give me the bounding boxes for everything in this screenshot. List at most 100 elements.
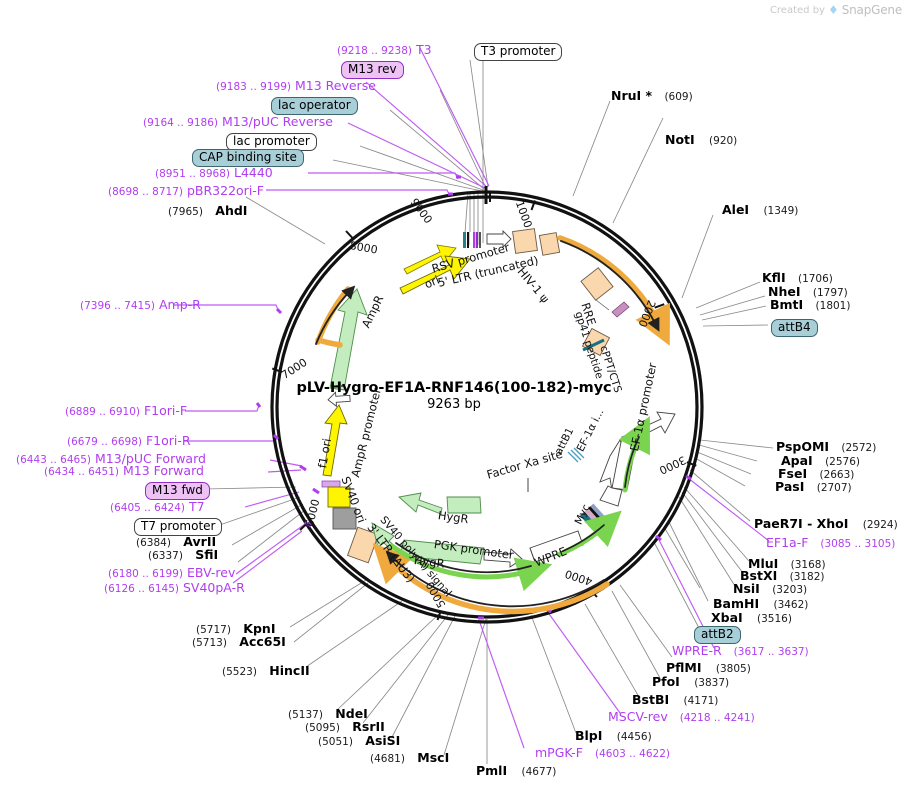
primer-label-m13-puc-forward[interactable]: (6443 .. 6465) M13/pUC Forward	[16, 451, 206, 466]
primer-label-mpgk-f[interactable]: mPGK-F (4603 .. 4622)	[535, 746, 670, 760]
feature-attB1	[567, 447, 585, 463]
enzyme-label-paer7i-xhoi[interactable]: PaeR7I - XhoI (2924)	[754, 516, 898, 531]
enzyme-label-pspomi[interactable]: PspOMI (2572)	[776, 440, 877, 454]
enzyme-label-fsei[interactable]: FseI (2663)	[778, 467, 855, 481]
enzyme-name-bmti: BmtI	[770, 297, 804, 312]
enzyme-label-bamhi[interactable]: BamHI (3462)	[713, 596, 808, 611]
enzyme-name-acc65i: Acc65I	[239, 634, 286, 649]
boxed-label-lac-operator[interactable]: lac operator	[271, 97, 358, 116]
enzyme-label-pasi[interactable]: PasI (2707)	[775, 480, 852, 494]
enzyme-label-bmti[interactable]: BmtI (1801)	[770, 297, 851, 312]
feature-sv40-cluster	[321, 480, 380, 564]
boxed-label-t7-promoter[interactable]: T7 promoter	[134, 518, 223, 537]
primer-label-f1ori-f[interactable]: (6889 .. 6910) F1ori-F	[65, 404, 187, 418]
enzyme-name-nrui: NruI *	[611, 88, 653, 103]
enzyme-label-ndei[interactable]: (5137) NdeI	[288, 707, 368, 721]
snapgene-drop-icon: ♦	[827, 3, 839, 17]
enzyme-label-ahdi[interactable]: (7965) AhdI	[168, 204, 247, 218]
enzyme-label-noti[interactable]: NotI (920)	[665, 133, 738, 147]
primer-name-m13-reverse: M13 Reverse	[294, 78, 376, 93]
enzyme-label-kfli[interactable]: KflI (1706)	[762, 271, 833, 285]
primer-label-m13-reverse[interactable]: (9183 .. 9199) M13 Reverse	[216, 78, 376, 93]
enzyme-label-pflmi[interactable]: PflMI (3805)	[666, 660, 751, 675]
primer-name-m13-puc-forward: M13/pUC Forward	[94, 451, 206, 466]
primer-label-pbr322ori-f[interactable]: (8698 .. 8717) pBR322ori-F	[108, 184, 264, 198]
primer-label-f1ori-r[interactable]: (6679 .. 6698) F1ori-R	[67, 434, 191, 448]
boxed-label-t3-promoter[interactable]: T3 promoter	[474, 43, 563, 62]
enzyme-label-msci[interactable]: (4681) MscI	[370, 751, 449, 765]
enzyme-label-nrui[interactable]: NruI * (609)	[611, 88, 693, 103]
primer-range-l4440: (8951 .. 8968)	[155, 168, 230, 180]
primer-name-m13-puc-reverse: M13/pUC Reverse	[221, 114, 333, 129]
primer-label-wpre-r[interactable]: WPRE-R (3617 .. 3637)	[672, 644, 809, 658]
enzyme-name-pflmi: PflMI	[666, 660, 702, 675]
enzyme-label-pfoi[interactable]: PfoI (3837)	[652, 675, 729, 689]
enzyme-label-bstxi[interactable]: BstXI (3182)	[740, 569, 825, 583]
enzyme-label-bstbi[interactable]: BstBI (4171)	[632, 693, 719, 707]
enzyme-label-nsii[interactable]: NsiI (3203)	[733, 582, 807, 596]
enzyme-name-mlui: MluI	[748, 556, 779, 571]
watermark-brand: SnapGene	[841, 3, 902, 17]
boxed-label-attb2[interactable]: attB2	[694, 626, 741, 645]
primer-label-t3[interactable]: (9218 .. 9238) T3	[337, 43, 432, 57]
enzyme-pos-pspomi: (2572)	[841, 442, 877, 454]
primer-label-amp-r[interactable]: (7396 .. 7415) Amp-R	[80, 298, 201, 312]
primer-label-m13-puc-reverse[interactable]: (9164 .. 9186) M13/pUC Reverse	[143, 114, 333, 129]
primer-range-t3: (9218 .. 9238)	[337, 45, 412, 57]
feature-ori	[399, 244, 471, 295]
enzyme-label-kpni[interactable]: (5717) KpnI	[196, 622, 275, 636]
primer-label-l4440[interactable]: (8951 .. 8968) L4440	[155, 165, 273, 180]
enzyme-label-blpi[interactable]: BlpI (4456)	[575, 729, 652, 743]
enzyme-pos-blpi: (4456)	[616, 731, 652, 743]
boxed-label-lac-promoter[interactable]: lac promoter	[226, 133, 317, 152]
primer-name-t7: T7	[188, 499, 205, 514]
enzyme-pos-msci: (4681)	[370, 753, 405, 765]
enzyme-label-apai[interactable]: ApaI (2576)	[781, 454, 860, 468]
enzyme-name-pmli: PmlI	[476, 763, 508, 778]
boxed-label-cap-binding-site[interactable]: CAP binding site	[192, 149, 304, 168]
enzyme-label-rsrii[interactable]: (5095) RsrII	[305, 720, 385, 734]
primer-name-l4440: L4440	[233, 165, 273, 180]
enzyme-name-paer7i-xhoi: PaeR7I - XhoI	[754, 516, 849, 531]
enzyme-label-acc65i[interactable]: (5713) Acc65I	[192, 634, 286, 649]
page-title: pLV-Hygro-EF1A-RNF146(100-182)-myc	[296, 380, 612, 396]
enzyme-name-bamhi: BamHI	[713, 596, 760, 611]
enzyme-pos-rsrii: (5095)	[305, 722, 340, 734]
boxed-label-attb4[interactable]: attB4	[771, 319, 818, 338]
enzyme-pos-sfii: (6337)	[148, 550, 183, 562]
five-prime-feature-cluster	[463, 228, 630, 357]
enzyme-pos-bmti: (1801)	[815, 300, 851, 312]
enzyme-label-asisi[interactable]: (5051) AsiSI	[318, 734, 400, 748]
enzyme-name-hincii: HincII	[269, 663, 310, 678]
boxed-label-m13-rev[interactable]: M13 rev	[341, 61, 404, 80]
enzyme-label-xbai[interactable]: XbaI (3516)	[711, 611, 792, 625]
enzyme-pos-apai: (2576)	[825, 456, 860, 468]
enzyme-label-avrii[interactable]: (6384) AvrII	[136, 535, 216, 549]
primer-range-m13-reverse: (9183 .. 9199)	[216, 81, 291, 93]
enzyme-label-sfii[interactable]: (6337) SfiI	[148, 547, 219, 562]
enzyme-name-sfii: SfiI	[195, 547, 219, 562]
enzyme-label-nhei[interactable]: NheI (1797)	[768, 285, 848, 299]
enzyme-label-mlui[interactable]: MluI (3168)	[748, 556, 826, 571]
enzyme-pos-fsei: (2663)	[819, 469, 855, 481]
enzyme-pos-noti: (920)	[709, 135, 738, 147]
primer-label-sv40pa-r[interactable]: (6126 .. 6145) SV40pA-R	[104, 581, 245, 595]
enzyme-label-hincii[interactable]: (5523) HincII	[222, 663, 310, 678]
enzyme-pos-kpni: (5717)	[196, 624, 231, 636]
enzyme-label-pmli[interactable]: PmlI (4677)	[476, 763, 556, 778]
enzyme-label-alei[interactable]: AleI (1349)	[722, 203, 798, 217]
primer-label-m13-forward[interactable]: (6434 .. 6451) M13 Forward	[44, 464, 204, 478]
primer-range-f1ori-f: (6889 .. 6910)	[65, 406, 140, 418]
feature-AmpR	[327, 288, 368, 408]
primer-label-t7[interactable]: (6405 .. 6424) T7	[110, 499, 205, 514]
primer-range-f1ori-r: (6679 .. 6698)	[67, 436, 142, 448]
leader-lines-primers	[174, 47, 770, 749]
boxed-label-m13-fwd[interactable]: M13 fwd	[145, 482, 210, 501]
primer-label-ef1a-f[interactable]: EF1a-F (3085 .. 3105)	[766, 536, 895, 550]
primer-label-mscv-rev[interactable]: MSCV-rev (4218 .. 4241)	[608, 710, 755, 724]
enzyme-pos-asisi: (5051)	[318, 736, 353, 748]
enzyme-pos-bstbi: (4171)	[683, 695, 719, 707]
primer-label-ebv-rev[interactable]: (6180 .. 6199) EBV-rev	[108, 566, 235, 580]
